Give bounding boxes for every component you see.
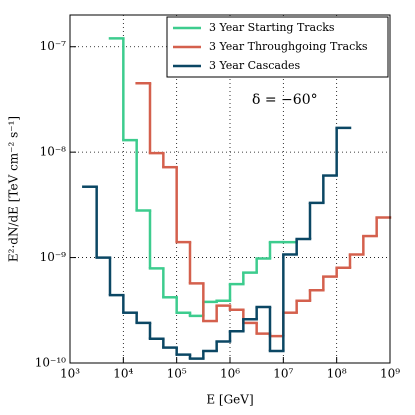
x-tick-label: 10⁶: [220, 367, 240, 381]
x-tick-label: 10⁵: [167, 367, 187, 381]
x-axis-label: E [GeV]: [206, 393, 253, 407]
x-tick-label: 10⁹: [380, 367, 400, 381]
x-tick-label: 10⁷: [273, 367, 293, 381]
x-tick-label: 10⁴: [113, 367, 133, 381]
y-tick-label: 10⁻⁷: [40, 39, 67, 53]
step-series: [108, 37, 298, 318]
legend-label: 3 Year Cascades: [209, 59, 301, 72]
annotation: δ = −60°: [252, 92, 318, 108]
y-tick-label: 10⁻⁹: [40, 250, 67, 264]
y-tick-label: 10⁻⁸: [40, 145, 67, 159]
legend-label: 3 Year Throughgoing Tracks: [209, 40, 368, 53]
y-axis-label: E²·dN/dE [TeV cm⁻² s⁻¹]: [7, 116, 21, 262]
legend-box: [166, 16, 389, 78]
step-series: [82, 126, 352, 360]
x-tick-label: 10⁸: [327, 367, 347, 381]
y-tick-label: 10⁻¹⁰: [35, 356, 66, 370]
plot-frame: [69, 14, 391, 364]
x-tick-label: 10³: [60, 367, 80, 381]
legend-label: 3 Year Starting Tracks: [209, 21, 335, 34]
